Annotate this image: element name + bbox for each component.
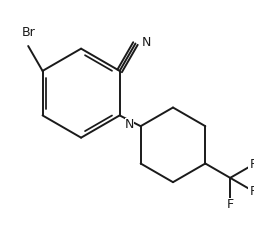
Text: F: F <box>227 198 234 211</box>
Text: N: N <box>125 118 134 131</box>
Text: F: F <box>250 158 254 171</box>
Text: F: F <box>250 185 254 198</box>
Text: N: N <box>142 36 151 49</box>
Text: Br: Br <box>21 26 35 39</box>
